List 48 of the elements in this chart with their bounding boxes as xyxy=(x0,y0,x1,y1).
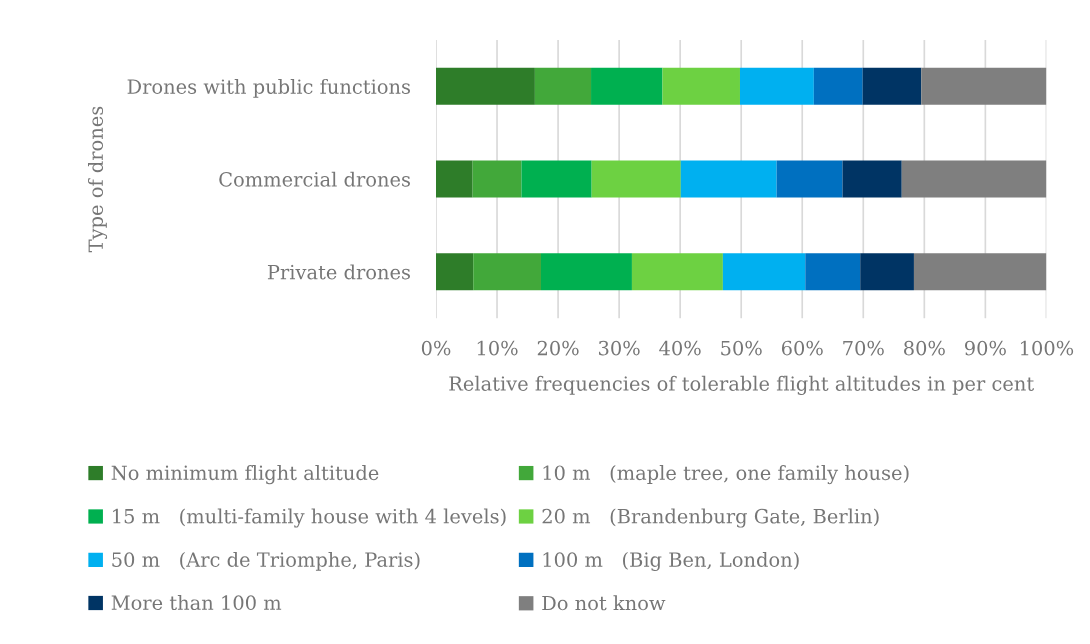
bar xyxy=(680,160,777,198)
y-axis-title: Type of drones xyxy=(88,106,108,253)
legend-label: 15 m (multi-family house with 4 levels) xyxy=(113,508,506,528)
legend-label: More than 100 m xyxy=(111,595,282,611)
bar xyxy=(921,67,1047,105)
bar xyxy=(722,253,806,291)
x-tick-label: 100% xyxy=(1020,340,1074,356)
bar xyxy=(842,160,902,198)
bar xyxy=(436,253,474,291)
y-tick-label: Commercial drones xyxy=(219,171,410,187)
x-tick-label: 50% xyxy=(721,340,762,356)
bar xyxy=(540,253,632,291)
bar xyxy=(521,160,592,198)
x-tick-label: 70% xyxy=(843,340,884,356)
bar xyxy=(913,253,1047,291)
bar xyxy=(436,67,535,105)
x-tick-label: 30% xyxy=(598,340,640,356)
y-tick-label: Private drones xyxy=(267,264,410,280)
bar xyxy=(534,67,592,105)
x-tick-label: 0% xyxy=(421,340,451,356)
bar xyxy=(436,160,473,198)
legend-label: 100 m (Big Ben, London) xyxy=(543,551,799,571)
x-tick-label: 80% xyxy=(904,340,945,356)
legend-label: 10 m (maple tree, one family house) xyxy=(543,465,909,485)
x-tick-label: 10% xyxy=(477,340,518,356)
bar xyxy=(591,160,681,198)
bar xyxy=(473,253,541,291)
bar xyxy=(776,160,843,198)
x-tick-label: 60% xyxy=(781,340,823,356)
legend-label: Do not know xyxy=(542,595,666,611)
bar xyxy=(813,67,863,105)
bar xyxy=(805,253,861,291)
y-tick-label: Drones with public functions xyxy=(127,78,411,98)
bar xyxy=(631,253,723,291)
bar xyxy=(862,67,922,105)
x-tick-label: 40% xyxy=(659,340,701,356)
legend-label: 20 m (Brandenburg Gate, Berlin) xyxy=(542,508,879,528)
legend-label: No minimum flight altitude xyxy=(111,465,379,485)
bar xyxy=(860,253,914,291)
x-tick-label: 90% xyxy=(964,340,1006,356)
bar xyxy=(739,67,814,105)
legend-label: 50 m (Arc de Triomphe, Paris) xyxy=(112,551,420,571)
x-axis-title: Relative frequencies of tolerable flight altitudes in per cent xyxy=(449,375,1035,395)
bar xyxy=(662,67,740,105)
bar xyxy=(901,160,1047,198)
bar xyxy=(591,67,663,105)
x-tick-label: 20% xyxy=(537,340,579,356)
bar xyxy=(472,160,522,198)
